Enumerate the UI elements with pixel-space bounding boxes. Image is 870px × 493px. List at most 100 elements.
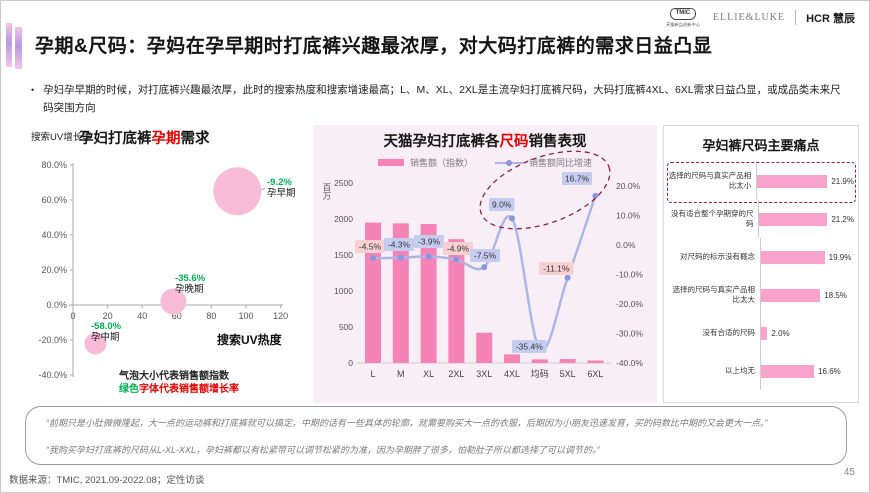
line-label-6: -35.4% (516, 342, 543, 352)
pain-bar-zone: 18.5% (760, 276, 854, 314)
bubble-name-label: 孕早期 (267, 188, 296, 199)
combo-chart: 0 500 1000 1500 2000 2500 20.0% 10.0% 0.0% -10.0%… (334, 150, 643, 379)
line-label-box-4 (470, 249, 500, 262)
x-tick: 0 (70, 311, 75, 321)
pain-bar (761, 326, 768, 340)
category-label: 2XL (448, 369, 464, 379)
bubble-y-axis-title: 搜索UV增长率 (31, 132, 92, 143)
bubble-growth-label: -9.2% (267, 177, 292, 188)
bar-5 (504, 354, 520, 363)
pain-bar-zone: 21.2% (758, 200, 854, 238)
pain-row-2: 对尺码的标示没有概念 19.9% (668, 238, 854, 276)
line-label-box-7 (539, 262, 574, 275)
line-point-0 (370, 255, 376, 262)
combo-chart-title: 天猫孕妇打底裤各尺码销售表现 (383, 134, 587, 150)
line-label-box-2 (414, 235, 444, 248)
right-tick: -30.0% (616, 328, 643, 338)
size-sales-chart-panel: 天猫孕妇打底裤各尺码销售表现 销售额（指数） 销售额同比增速 百万 0 500 10… (313, 125, 657, 403)
quote-box: “前期只是小肚微微隆起，大一点的运动裤和打底裤就可以搞定，中期的话有一些具体的轮… (25, 406, 847, 465)
y-tick: -20.0% (38, 335, 67, 345)
summary-text: 孕妇孕早期的时候，对打底裤兴趣最浓厚，此时的搜索热度和搜索增速最高；L、M、XL… (43, 84, 841, 115)
line-label-3: -4.9% (447, 244, 470, 254)
bubble-1 (160, 288, 187, 315)
bubble-growth-label: -58.0% (91, 321, 122, 332)
combo-left-axis-unit: 百万 (322, 183, 332, 200)
x-tick: 120 (273, 311, 288, 321)
pain-value: 19.9% (828, 252, 852, 262)
line-point-7 (564, 274, 571, 281)
line-label-box-6 (512, 340, 547, 353)
bubble-x-axis-title: 搜索UV热度 (217, 333, 282, 347)
pain-value: 21.2% (831, 214, 854, 224)
pain-row-4: 没有合适的尺码 2.0% (668, 314, 854, 352)
pain-row-3: 选择的尺码与真实产品相比太大 18.5% (668, 276, 854, 314)
y-tick: 0.0% (46, 300, 67, 310)
bar-3 (448, 239, 465, 363)
category-label: 4XL (504, 369, 520, 379)
right-tick: 10.0% (616, 210, 641, 220)
x-tick: 80 (206, 311, 216, 321)
pain-bar (761, 364, 815, 378)
growth-line (371, 194, 597, 352)
pain-label: 选择的尺码与真实产品相比太小 (668, 170, 752, 190)
y-tick: 80.0% (41, 160, 67, 170)
right-tick: 0.0% (616, 240, 636, 250)
bubble-note-size: 气泡大小代表销售额指数 (119, 371, 229, 382)
tmic-subtitle: 天猫新品创新中心 (665, 22, 700, 28)
bar-8 (587, 360, 604, 363)
left-tick: 1000 (334, 286, 353, 296)
y-tick: 20.0% (41, 265, 67, 275)
x-tick: 100 (238, 311, 253, 321)
line-label-5: 9.0% (492, 200, 512, 210)
line-label-box-8 (562, 172, 592, 185)
summary-bullet: • 孕妇孕早期的时候，对打底裤兴趣最浓厚，此时的搜索热度和搜索增速最高；L、M、… (31, 81, 849, 118)
x-tick: 40 (137, 311, 147, 321)
bubble-name-label: 孕晚期 (175, 284, 204, 295)
category-label: 均码 (531, 368, 549, 379)
bullet-dot: • (31, 85, 35, 95)
pain-label: 对尺码的标示没有概念 (680, 251, 755, 261)
pregnancy-demand-chart-panel: 搜索UV增长率 孕妇打底裤孕期需求 80.0% 60.0% 40.0% 20.0% 0.… (29, 125, 309, 403)
category-label: 3XL (476, 369, 492, 379)
line-label-0: -4.5% (359, 242, 382, 252)
line-label-box-1 (384, 238, 414, 251)
right-tick: 20.0% (616, 181, 641, 191)
legend-item-sales: 销售额（指数） (377, 156, 473, 169)
page-title: 孕期&尺码：孕妈在孕早期时打底裤兴趣最浓厚，对大码打底裤的需求日益凸显 (35, 36, 713, 57)
pain-row-0: 选择的尺码与真实产品相比太小 21.9% (668, 162, 854, 200)
title-accent-bar-2 (15, 27, 22, 69)
bar-7 (559, 359, 576, 363)
legend-bar-swatch (377, 159, 404, 166)
y-tick: 60.0% (41, 195, 67, 205)
pain-chart-title: 孕妇裤尺码主要痛点 (702, 138, 820, 153)
pain-label: 以上均无 (725, 365, 755, 375)
bar-6 (531, 359, 548, 363)
page-number: 45 (843, 467, 855, 478)
line-point-5 (509, 215, 515, 222)
pain-value: 16.6% (818, 366, 841, 376)
pain-bar (759, 212, 828, 226)
y-tick: -40.0% (38, 370, 67, 380)
pain-row-1: 没有适合整个孕期穿的尺码 21.2% (668, 200, 854, 238)
bar-4 (476, 332, 493, 363)
data-source: 数据来源：TMIC, 2021.09-2022.08；定性访谈 (9, 475, 205, 486)
left-tick: 0 (348, 358, 353, 368)
y-tick: 40.0% (41, 230, 67, 240)
pain-bar (757, 174, 828, 188)
pain-value: 2.0% (771, 328, 790, 338)
right-tick: -10.0% (616, 269, 643, 279)
quote-1: “前期只是小肚微微隆起，大一点的运动裤和打底裤就可以搞定，中期的话有一些具体的轮… (46, 418, 768, 428)
line-point-4 (481, 264, 488, 271)
pain-label: 没有合适的尺码 (702, 327, 756, 337)
category-label: XL (423, 369, 434, 379)
bubble-growth-label: -35.6% (175, 273, 206, 284)
right-tick: -40.0% (616, 358, 643, 368)
line-point-3 (453, 256, 460, 263)
line-point-2 (425, 253, 432, 260)
line-label-2: -3.9% (418, 237, 441, 247)
x-tick: 20 (103, 311, 113, 321)
category-label: 5XL (560, 369, 576, 379)
bubble-0 (213, 167, 262, 216)
tmic-cat-badge-icon: TMIC (669, 8, 697, 20)
